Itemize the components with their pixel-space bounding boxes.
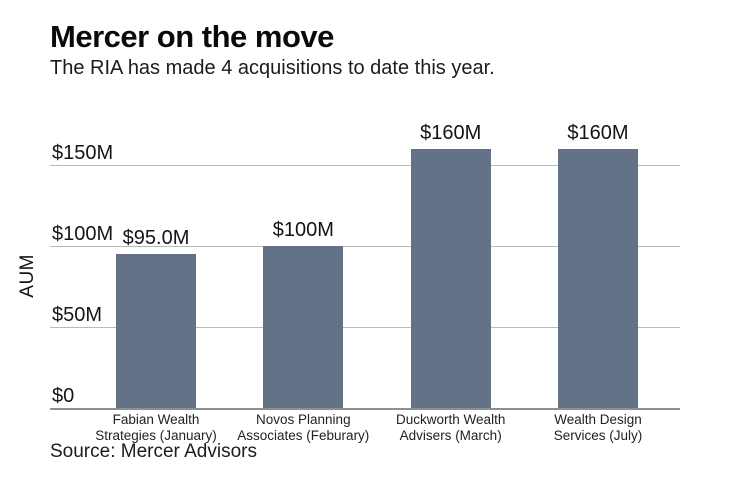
x-axis-line (50, 408, 680, 410)
bar (263, 246, 344, 408)
x-category-label: Duckworth Wealth Advisers (March) (396, 412, 506, 443)
chart-subtitle: The RIA has made 4 acquisitions to date … (50, 57, 495, 79)
y-tick-label: $0 (52, 385, 75, 407)
bar-value-label: $95.0M (122, 227, 190, 250)
bar-value-label: $100M (272, 219, 334, 241)
bar-value-label: $160M (420, 121, 482, 144)
x-category-label: Wealth Design Services (July) (553, 412, 643, 443)
bar (116, 254, 196, 408)
y-axis-title: AUM (17, 254, 38, 298)
chart-title: Mercer on the move (50, 19, 334, 54)
gridline (50, 246, 680, 247)
gridline (50, 165, 680, 166)
source-note: Source: Mercer Advisors (50, 441, 257, 462)
bar (410, 148, 491, 408)
bar-value-label: $160M (567, 121, 629, 144)
gridline (50, 327, 680, 328)
bar (558, 148, 638, 408)
x-category-label: Novos Planning Associates (Feburary) (237, 412, 370, 443)
y-tick-label: $100M (52, 223, 114, 245)
x-category-label: Fabian Wealth Strategies (January) (95, 412, 217, 443)
y-tick-label: $150M (52, 142, 114, 164)
y-tick-label: $50M (52, 304, 103, 326)
